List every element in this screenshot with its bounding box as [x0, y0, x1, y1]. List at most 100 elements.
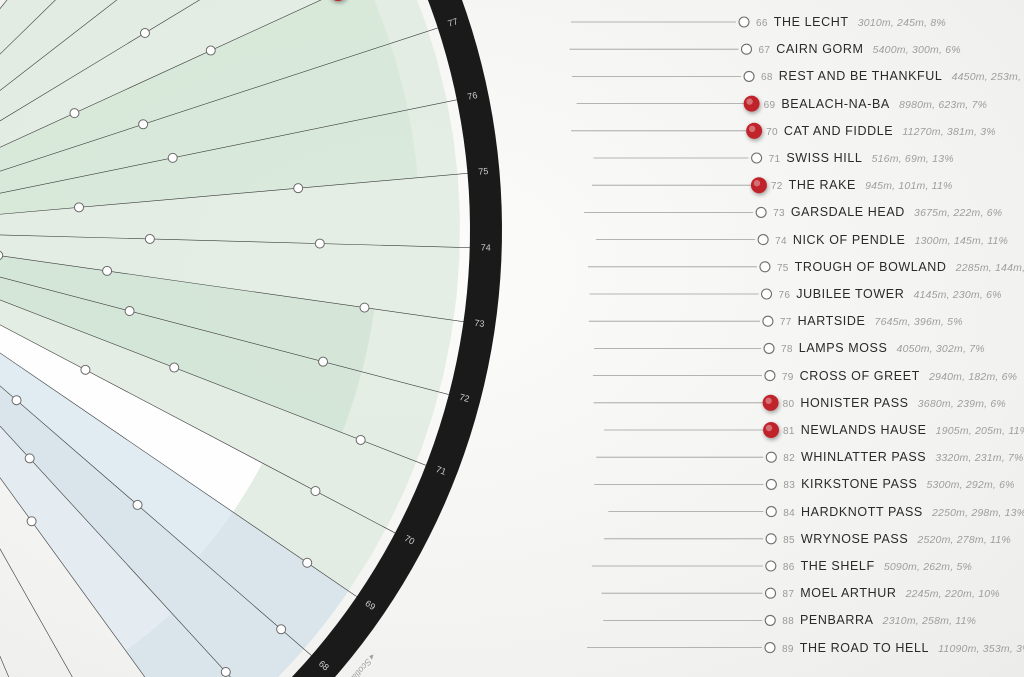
legend-stats: 11090m, 353m, 3% — [935, 643, 1024, 655]
legend-name: NEWLANDS HAUSE — [801, 423, 927, 437]
legend-open-marker-icon — [758, 235, 768, 245]
legend-stats: 3675m, 222m, 6% — [911, 207, 1002, 219]
legend-stats: 2250m, 298m, 13% — [929, 507, 1024, 519]
legend-name: REST AND BE THANKFUL — [779, 69, 943, 83]
legend-row: 71 SWISS HILL 516m, 69m, 13% — [769, 149, 954, 175]
legend-open-marker-icon — [739, 17, 749, 27]
legend-number: 76 — [779, 290, 791, 301]
legend-number: 71 — [769, 154, 781, 165]
legend-row: 87MOEL ARTHUR 2245m, 220m, 10% — [783, 584, 1000, 610]
legend-number: 70 — [766, 127, 778, 138]
legend-number: 87 — [783, 589, 795, 600]
legend-row: 75 TROUGH OF BOWLAND 2285m, 144m, 6% — [777, 258, 1024, 284]
legend-name: TROUGH OF BOWLAND — [795, 260, 947, 274]
legend-row: 83KIRKSTONE PASS 5300m, 292m, 6% — [783, 475, 1014, 501]
legend-open-marker-icon — [760, 262, 770, 272]
legend-number: 83 — [783, 480, 795, 491]
legend-name: THE SHELF — [801, 559, 875, 573]
legend-row: 72THE RAKE 945m, 101m, 11% — [771, 176, 953, 202]
legend-stats: 5090m, 262m, 5% — [881, 561, 972, 573]
legend-row: 80 HONISTER PASS 3680m, 239m, 6% — [783, 394, 1006, 420]
legend-name: NICK OF PENDLE — [793, 233, 906, 247]
legend-name: PENBARRA — [800, 613, 874, 627]
legend-number: 78 — [781, 344, 793, 355]
legend-row: 69 BEALACH-NA-BA 8980m, 623m, 7% — [764, 95, 988, 121]
legend-pin-icon — [744, 96, 760, 112]
legend-name: THE LECHT — [774, 15, 849, 29]
legend-open-marker-icon — [766, 588, 776, 598]
legend-number: 80 — [783, 399, 795, 410]
legend-pin-icon — [746, 123, 762, 139]
legend-name: MOEL ARTHUR — [800, 586, 896, 600]
legend-open-marker-icon — [765, 615, 775, 625]
legend-stats: 8980m, 623m, 7% — [896, 99, 987, 111]
legend-number: 85 — [783, 535, 795, 546]
legend-open-marker-icon — [752, 153, 762, 163]
legend-name: GARSDALE HEAD — [791, 205, 905, 219]
legend-name: THE RAKE — [789, 178, 856, 192]
legend-open-marker-icon — [742, 44, 752, 54]
legend-open-marker-icon — [766, 507, 776, 517]
legend-name: CAT AND FIDDLE — [784, 124, 893, 138]
legend-stats: 4145m, 230m, 6% — [910, 289, 1001, 301]
legend-stats: 7645m, 396m, 5% — [871, 316, 962, 328]
legend-open-marker-icon — [766, 534, 776, 544]
legend-stats: 3680m, 239m, 6% — [915, 398, 1006, 410]
legend-name: HONISTER PASS — [800, 396, 908, 410]
legend-number: 77 — [780, 317, 792, 328]
legend-open-marker-icon — [766, 479, 776, 489]
legend-row: 74NICK OF PENDLE 1300m, 145m, 11% — [775, 231, 1008, 257]
legend-number: 86 — [783, 562, 795, 573]
legend-open-marker-icon — [766, 452, 776, 462]
legend-row: 79CROSS OF GREET 2940m, 182m, 6% — [782, 367, 1017, 393]
legend-name: HARDKNOTT PASS — [801, 505, 923, 519]
legend-stats: 5400m, 300m, 6% — [869, 44, 960, 56]
legend-stats: 516m, 69m, 13% — [868, 153, 953, 165]
legend-name: SWISS HILL — [786, 151, 862, 165]
legend-number: 67 — [759, 45, 771, 56]
legend-open-marker-icon — [756, 207, 766, 217]
legend-number: 89 — [782, 644, 794, 655]
legend-number: 66 — [756, 18, 768, 29]
legend-number: 81 — [783, 426, 795, 437]
legend-row: 77 HARTSIDE 7645m, 396m, 5% — [780, 312, 963, 338]
legend-number: 84 — [783, 508, 795, 519]
legend-number: 88 — [782, 616, 794, 627]
legend-number: 69 — [764, 100, 776, 111]
legend-name: WHINLATTER PASS — [801, 450, 926, 464]
legend-stats: 3320m, 231m, 7% — [932, 452, 1023, 464]
legend-stats: 945m, 101m, 11% — [862, 180, 953, 192]
legend-name: THE ROAD TO HELL — [800, 641, 929, 655]
legend-row: 82 WHINLATTER PASS 3320m, 231m, 7% — [783, 448, 1023, 474]
legend-row: 67CAIRN GORM 5400m, 300m, 6% — [759, 40, 961, 66]
legend-row: 81NEWLANDS HAUSE 1905m, 205m, 11% — [783, 421, 1024, 447]
legend-name: BEALACH-NA-BA — [781, 97, 890, 111]
legend-pin-icon — [751, 177, 767, 193]
legend-row: 68REST AND BE THANKFUL 4450m, 253m, 6% — [761, 67, 1024, 93]
legend-row: 86 THE SHELF 5090m, 262m, 5% — [783, 557, 972, 583]
legend-open-marker-icon — [765, 643, 775, 653]
legend-open-marker-icon — [763, 316, 773, 326]
legend-name: JUBILEE TOWER — [796, 287, 904, 301]
legend-row: 88PENBARRA 2310m, 258m, 11% — [782, 611, 976, 637]
legend-open-marker-icon — [765, 371, 775, 381]
legend-open-marker-icon — [764, 343, 774, 353]
legend-pin-icon — [763, 395, 779, 411]
legend-name: CROSS OF GREET — [800, 369, 920, 383]
legend-stats: 2285m, 144m, 6% — [953, 262, 1024, 274]
legend-number: 75 — [777, 263, 789, 274]
legend-open-marker-icon — [762, 289, 772, 299]
legend-name: LAMPS MOSS — [799, 341, 888, 355]
legend-stats: 2520m, 278m, 11% — [914, 534, 1011, 546]
legend-row: 73GARSDALE HEAD 3675m, 222m, 6% — [773, 203, 1002, 229]
legend-number: 82 — [783, 453, 795, 464]
legend-row: 84 HARDKNOTT PASS 2250m, 298m, 13% — [783, 503, 1024, 529]
legend-stats: 3010m, 245m, 8% — [855, 17, 946, 29]
legend-open-marker-icon — [744, 71, 754, 81]
legend-stats: 4450m, 253m, 6% — [948, 71, 1024, 83]
legend-name: WRYNOSE PASS — [801, 532, 908, 546]
legend-name: HARTSIDE — [798, 314, 866, 328]
legend-stats: 4050m, 302m, 7% — [893, 343, 984, 355]
legend-pin-icon — [763, 422, 779, 438]
legend-number: 79 — [782, 372, 794, 383]
